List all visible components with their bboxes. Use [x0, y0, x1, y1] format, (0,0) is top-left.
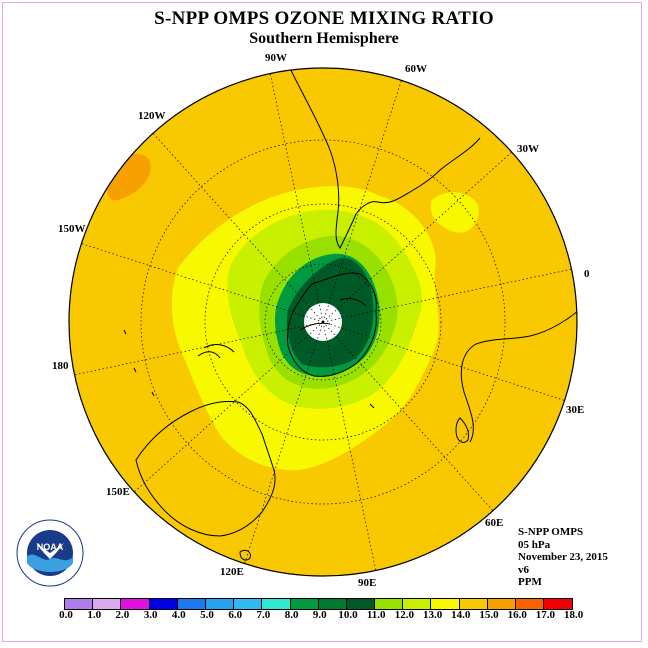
lon-label-0: 0 [584, 268, 590, 280]
info-date: November 23, 2015 [518, 551, 608, 564]
colorbar-tick-label: 9.0 [312, 609, 327, 621]
lon-label-150e: 150E [106, 486, 130, 498]
colorbar-swatch [459, 599, 488, 609]
colorbar-swatch [346, 599, 376, 609]
colorbar-tick-label: 1.0 [87, 609, 102, 621]
colorbar [64, 598, 574, 610]
colorbar-tick-label: 10.0 [338, 609, 358, 621]
coastlines [123, 68, 577, 561]
lon-label-30e: 30E [566, 404, 585, 416]
colorbar-swatch [403, 599, 432, 609]
colorbar-tick-label: 17.0 [535, 609, 556, 621]
map-boundary [68, 67, 578, 577]
lon-label-180: 180 [52, 360, 69, 372]
colorbar-ticks: 0.0 1.0 2.0 3.0 4.0 5.0 6.0 7.0 8.0 9.0 10.0 11.0 12… [0, 609, 648, 623]
lon-label-120w: 120W [138, 110, 166, 122]
colorbar-tick-label: 4.0 [171, 609, 186, 621]
colorbar-tick-label: 0.0 [59, 609, 73, 621]
colorbar-swatch [149, 599, 178, 609]
colorbar-swatch [121, 599, 150, 609]
info-version: v6 [518, 563, 529, 576]
colorbar-swatch [262, 599, 291, 609]
colorbar-swatch [234, 599, 263, 609]
colorbar-swatch [290, 599, 319, 609]
lon-label-90e: 90E [358, 577, 377, 589]
info-instrument: S-NPP OMPS [518, 526, 584, 538]
colorbar-tick-label: 13.0 [422, 609, 443, 621]
colorbar-swatch [431, 599, 460, 609]
colorbar-tick-label: 15.0 [479, 609, 499, 621]
lon-label-30w: 30W [517, 143, 539, 155]
lon-label-90w: 90W [265, 52, 287, 64]
info-units: PPM [518, 576, 542, 589]
colorbar-tick-label: 5.0 [200, 609, 214, 621]
lon-label-150w: 150W [58, 223, 86, 235]
colorbar-tick-label: 11.0 [366, 609, 386, 621]
colorbar-swatch [65, 599, 94, 609]
page-title: S-NPP OMPS OZONE MIXING RATIO [154, 8, 494, 29]
info-block: S-NPP OMPS 05 hPa November 23, 2015 v6 P… [518, 526, 608, 589]
colorbar-swatch [177, 599, 206, 609]
colorbar-swatch [516, 599, 545, 609]
noaa-logo: NOAA [16, 519, 84, 587]
lon-label-120e: 120E [220, 566, 244, 578]
figure-frame [2, 2, 642, 642]
colorbar-tick-label: 3.0 [143, 609, 158, 621]
colorbar-tick-label: 7.0 [256, 609, 271, 621]
colorbar-swatch [93, 599, 122, 609]
colorbar-tick-label: 6.0 [228, 609, 243, 621]
colorbar-tick-label: 12.0 [394, 609, 415, 621]
colorbar-tick-label: 16.0 [507, 609, 527, 621]
level-12-13-patch [430, 192, 479, 233]
colorbar-swatch [205, 599, 235, 609]
colorbar-tick-label: 14.0 [451, 609, 471, 621]
graticule [69, 68, 577, 576]
info-level: 05 hPa [518, 538, 551, 551]
colorbar-swatch [318, 599, 347, 609]
colorbar-tick-label: 8.0 [284, 609, 299, 621]
colorbar-tick-label: 18.0 [563, 609, 584, 621]
lon-label-60w: 60W [405, 63, 427, 75]
lon-label-60e: 60E [485, 517, 504, 529]
colorbar-swatch [487, 599, 516, 609]
page-subtitle: Southern Hemisphere [249, 30, 399, 47]
logo-text: NOAA [37, 542, 64, 552]
colorbar-swatch [375, 599, 404, 609]
colorbar-tick-label: 2.0 [115, 609, 130, 621]
colorbar-swatch [544, 599, 573, 609]
